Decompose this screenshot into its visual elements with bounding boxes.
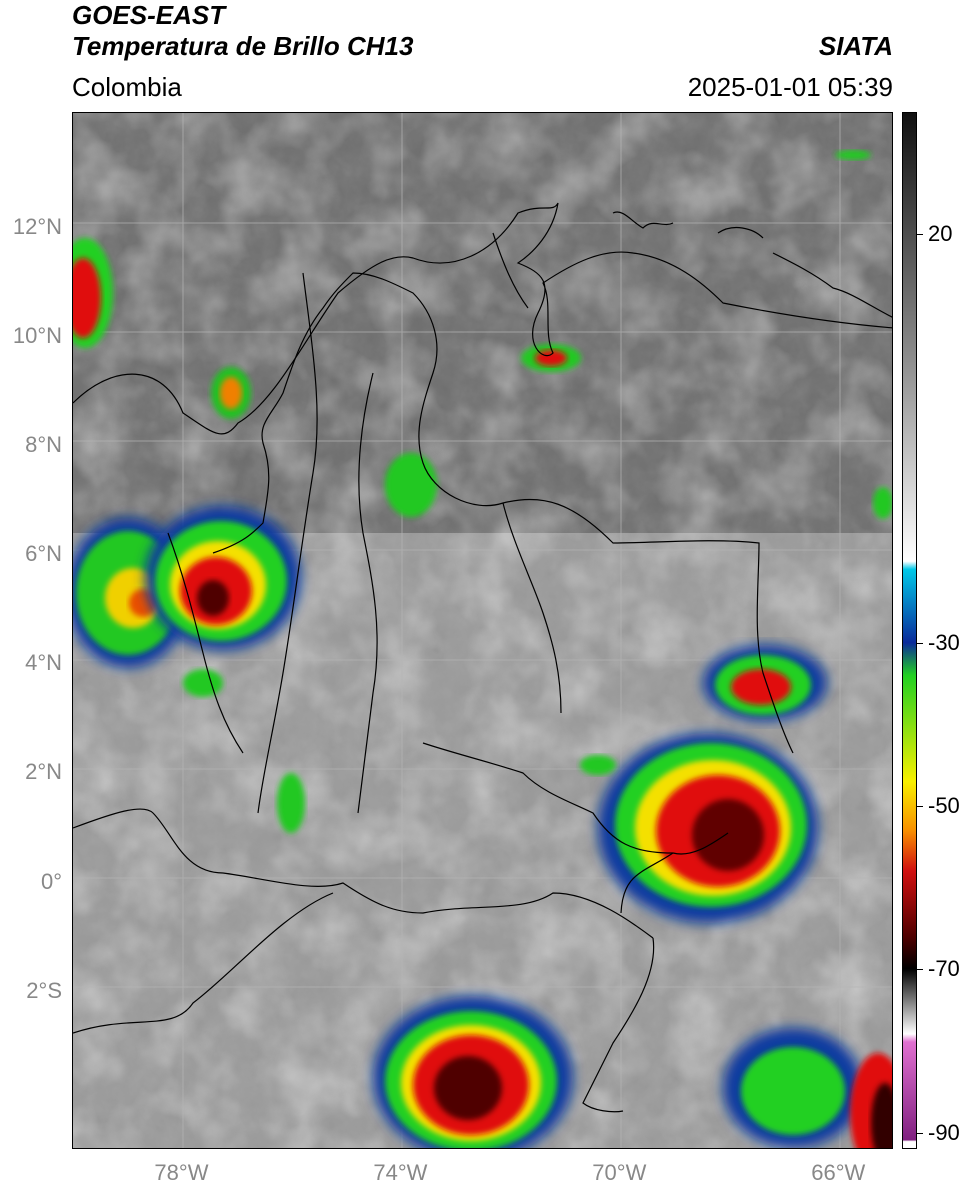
satellite-title: GOES-EAST <box>72 0 226 30</box>
colorbar-tick-mark <box>917 234 923 236</box>
org-label: SIATA <box>818 31 893 61</box>
storm-cell-maracaibo <box>521 344 581 372</box>
borders <box>73 202 892 1113</box>
storm-cell-amazonas <box>373 996 573 1148</box>
lat-tick-label: 6°N <box>25 541 62 567</box>
lon-tick-label: 74°W <box>373 1160 428 1185</box>
lat-tick-label: 0° <box>40 868 62 894</box>
lat-tick-label: 2°S <box>26 977 62 1003</box>
storm-cell-antioquia <box>145 506 301 650</box>
region-label: Colombia <box>72 72 182 102</box>
lon-tick-label: 70°W <box>592 1160 647 1185</box>
storm-cell-brazil-east <box>723 1028 892 1148</box>
lat-tick-label: 2°N <box>25 759 62 785</box>
lon-tick-label: 66°W <box>811 1160 866 1185</box>
lat-tick-label: 10°N <box>12 322 62 348</box>
satellite-map[interactable] <box>72 112 893 1149</box>
colorbar-tick-label: -50 <box>928 793 960 819</box>
lat-tick-label: 8°N <box>25 431 62 457</box>
storm-cell-panama <box>73 238 113 348</box>
colorbar-tick-label: -70 <box>928 956 960 982</box>
storm-cell-caribbean <box>211 367 251 419</box>
storm-cells <box>73 150 892 1148</box>
storm-cell-santander <box>385 453 437 517</box>
colorbar-tick-mark <box>917 1132 923 1134</box>
colorbar-tick-mark <box>917 969 923 971</box>
storm-cell-venezuela-south <box>703 645 827 721</box>
colorbar-tick-mark <box>917 642 923 644</box>
lat-tick-label: 4°N <box>25 650 62 676</box>
storm-cell-guainia <box>598 733 818 923</box>
map-canvas <box>73 113 892 1148</box>
colorbar-tick-mark <box>917 806 923 808</box>
datetime-label: 2025-01-01 05:39 <box>687 72 893 102</box>
colorbar-tick-label: 20 <box>928 221 953 247</box>
lon-tick-label: 78°W <box>154 1160 209 1185</box>
product-title: Temperatura de Brillo CH13 <box>72 31 414 61</box>
colorbar-tick-label: -30 <box>928 629 960 655</box>
colorbar-tick-label: -90 <box>928 1119 960 1145</box>
colorbar <box>902 112 917 1149</box>
lat-tick-label: 12°N <box>12 213 62 239</box>
storm-cell-small <box>183 150 892 833</box>
